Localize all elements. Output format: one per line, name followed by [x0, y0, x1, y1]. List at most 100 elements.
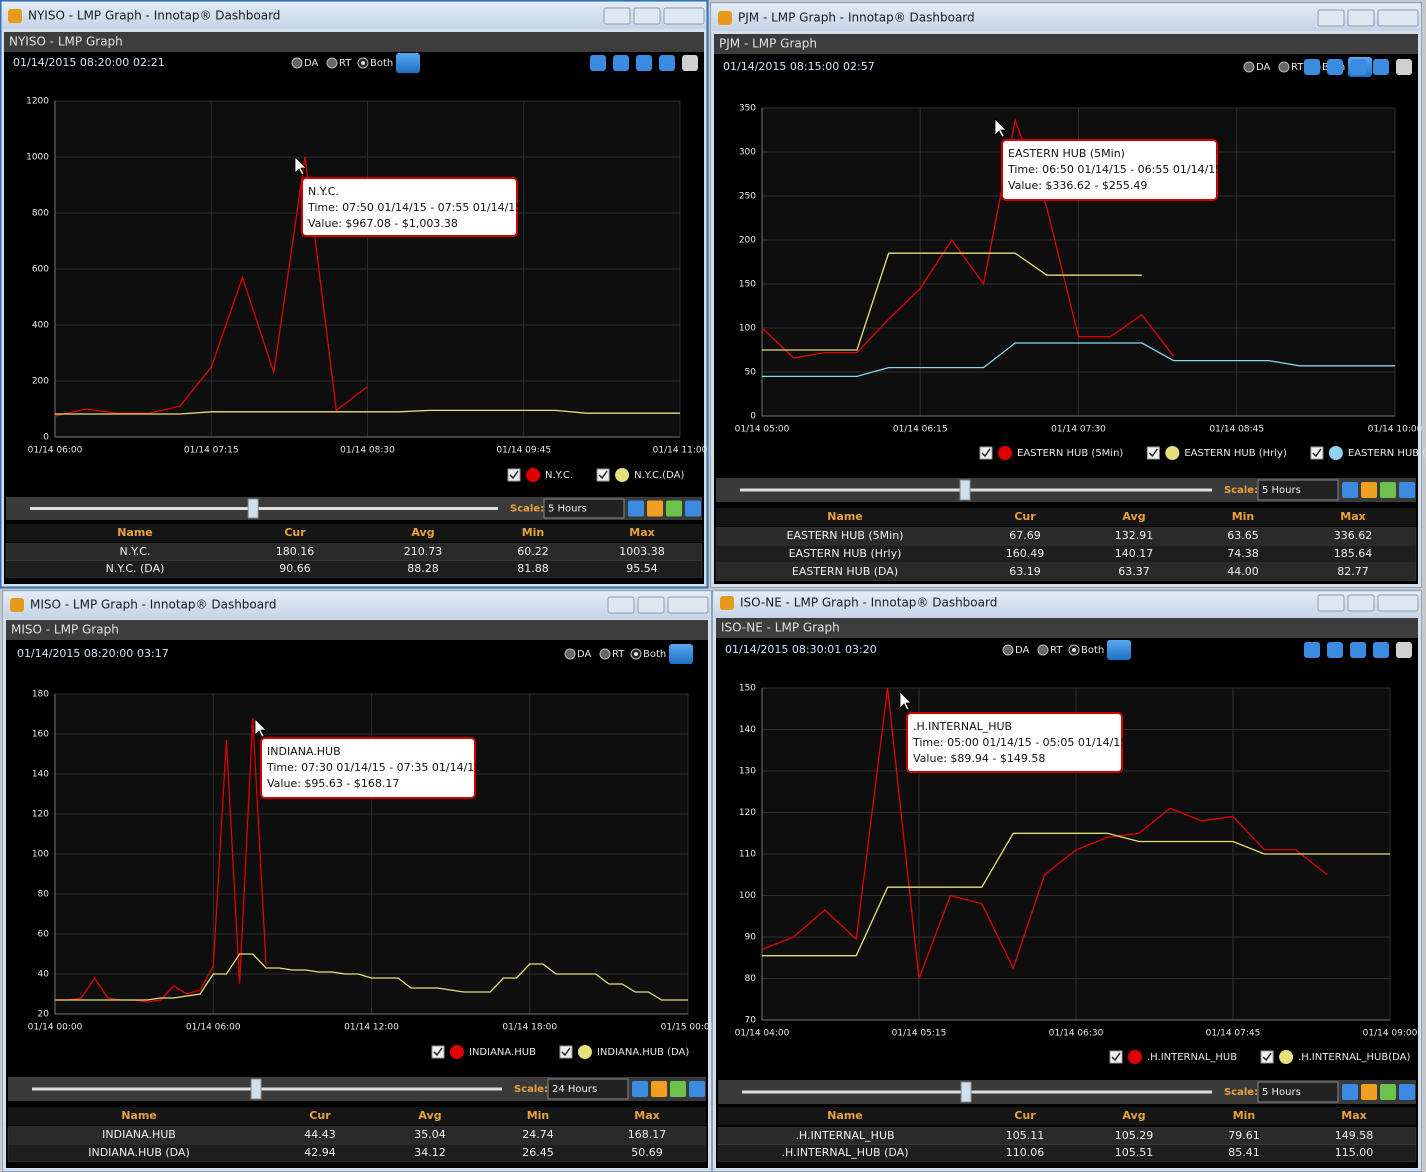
toolbar-icon[interactable]	[613, 55, 629, 71]
tooltip-line: Value: $336.62 - $255.49	[1008, 179, 1147, 192]
minimize-button[interactable]	[603, 7, 631, 25]
list-button[interactable]	[669, 644, 693, 664]
toolbar-icon[interactable]	[1304, 642, 1320, 658]
close-button[interactable]	[1377, 594, 1419, 612]
window-title: MISO - LMP Graph - Innotap® Dashboard	[30, 598, 276, 612]
mode-radio[interactable]	[599, 648, 611, 660]
scale-select[interactable]	[547, 1078, 629, 1100]
table-cell: 115.00	[1335, 1146, 1374, 1159]
slider-icon[interactable]	[1342, 1084, 1358, 1100]
scale-select[interactable]	[1257, 479, 1339, 501]
slider-icon[interactable]	[689, 1081, 705, 1097]
series-line	[55, 409, 680, 415]
toolbar-icon[interactable]	[1327, 59, 1343, 75]
slider-icon[interactable]	[632, 1081, 648, 1097]
slider-thumb[interactable]	[960, 1081, 972, 1103]
legend-checkbox[interactable]	[1310, 446, 1324, 460]
slider-icon[interactable]	[647, 500, 663, 517]
table-cell: EASTERN HUB (DA)	[792, 565, 898, 578]
window-title: NYISO - LMP Graph - Innotap® Dashboard	[28, 9, 280, 23]
slider-icon[interactable]	[666, 500, 682, 517]
mode-radio[interactable]	[1278, 61, 1290, 73]
toolbar-icon[interactable]	[1350, 59, 1366, 75]
slider-thumb[interactable]	[247, 498, 259, 519]
slider-icon[interactable]	[1399, 482, 1415, 498]
slider-thumb[interactable]	[959, 479, 971, 501]
slider-icon[interactable]	[1380, 1084, 1396, 1100]
toolbar-icon[interactable]	[1327, 642, 1343, 658]
maximize-button[interactable]	[1347, 9, 1375, 27]
slider-icon[interactable]	[628, 500, 644, 517]
mode-radio[interactable]	[1002, 644, 1014, 656]
mode-radio[interactable]	[326, 57, 338, 69]
x-tick-label: 01/14 06:00	[28, 446, 83, 456]
legend-check	[1312, 448, 1322, 458]
x-tick-label: 01/14 05:00	[735, 425, 790, 435]
legend-checkbox[interactable]	[979, 446, 993, 460]
legend-checkbox[interactable]	[1109, 1050, 1123, 1064]
minimize-button[interactable]	[1317, 594, 1345, 612]
table-cell: INDIANA.HUB (DA)	[88, 1146, 190, 1159]
table-cell: 110.06	[1006, 1146, 1045, 1159]
scale-label: Scale:	[514, 1084, 548, 1095]
legend-label: .H.INTERNAL_HUB	[1147, 1052, 1237, 1063]
slider-thumb[interactable]	[250, 1078, 262, 1100]
slider-icon[interactable]	[685, 500, 701, 517]
toolbar-icon[interactable]	[636, 55, 652, 71]
legend-checkbox[interactable]	[1146, 446, 1160, 460]
scale-select[interactable]	[1257, 1081, 1339, 1103]
mode-radio[interactable]	[564, 648, 576, 660]
legend-checkbox[interactable]	[507, 468, 521, 482]
table-cell: EASTERN HUB (5Min)	[787, 529, 904, 542]
slider-icon[interactable]	[1380, 482, 1396, 498]
toolbar-icon[interactable]	[590, 55, 606, 71]
toolbar-icon[interactable]	[1396, 59, 1412, 75]
y-tick-label: 1200	[26, 97, 49, 107]
close-button[interactable]	[1377, 9, 1419, 27]
y-tick-label: 120	[32, 810, 49, 820]
y-tick-label: 120	[739, 808, 756, 818]
list-button[interactable]	[396, 53, 420, 73]
toolbar-icon[interactable]	[1304, 59, 1320, 75]
toolbar-icon[interactable]	[1373, 642, 1389, 658]
minimize-button[interactable]	[607, 596, 635, 614]
legend-checkbox[interactable]	[559, 1045, 573, 1059]
toolbar-icon[interactable]	[1350, 642, 1366, 658]
mode-radio[interactable]	[291, 57, 303, 69]
list-button[interactable]	[1107, 640, 1131, 660]
y-tick-label: 140	[739, 725, 756, 735]
slider-icon[interactable]	[670, 1081, 686, 1097]
mode-radio[interactable]	[1243, 61, 1255, 73]
legend-checkbox[interactable]	[1260, 1050, 1274, 1064]
panel-header	[714, 34, 1418, 54]
table-cell: 105.51	[1115, 1146, 1154, 1159]
slider-icon[interactable]	[1342, 482, 1358, 498]
toolbar-icon[interactable]	[659, 55, 675, 71]
mouse-cursor	[254, 718, 267, 738]
window-title: PJM - LMP Graph - Innotap® Dashboard	[738, 11, 975, 25]
close-button[interactable]	[663, 7, 705, 25]
slider-icon[interactable]	[1361, 482, 1377, 498]
close-button[interactable]	[667, 596, 709, 614]
minimize-button[interactable]	[1317, 9, 1345, 27]
slider-icon[interactable]	[1361, 1084, 1377, 1100]
toolbar-icon[interactable]	[1373, 59, 1389, 75]
toolbar-icon[interactable]	[1396, 642, 1412, 658]
table-header-bg	[6, 524, 702, 542]
maximize-button[interactable]	[637, 596, 665, 614]
mode-label: DA	[1015, 645, 1030, 656]
tooltip-box	[301, 177, 518, 237]
maximize-button[interactable]	[1347, 594, 1375, 612]
mode-radio[interactable]	[1037, 644, 1049, 656]
table-cell: 79.61	[1228, 1129, 1260, 1142]
scale-select[interactable]	[543, 498, 625, 519]
maximize-button[interactable]	[633, 7, 661, 25]
y-tick-label: 80	[745, 974, 757, 984]
slider-icon[interactable]	[651, 1081, 667, 1097]
slider-icon[interactable]	[1399, 1084, 1415, 1100]
timestamp: 01/14/2015 08:30:01	[725, 643, 841, 656]
elapsed-time: 02:57	[843, 60, 875, 73]
toolbar-icon[interactable]	[682, 55, 698, 71]
legend-checkbox[interactable]	[596, 468, 610, 482]
legend-checkbox[interactable]	[431, 1045, 445, 1059]
